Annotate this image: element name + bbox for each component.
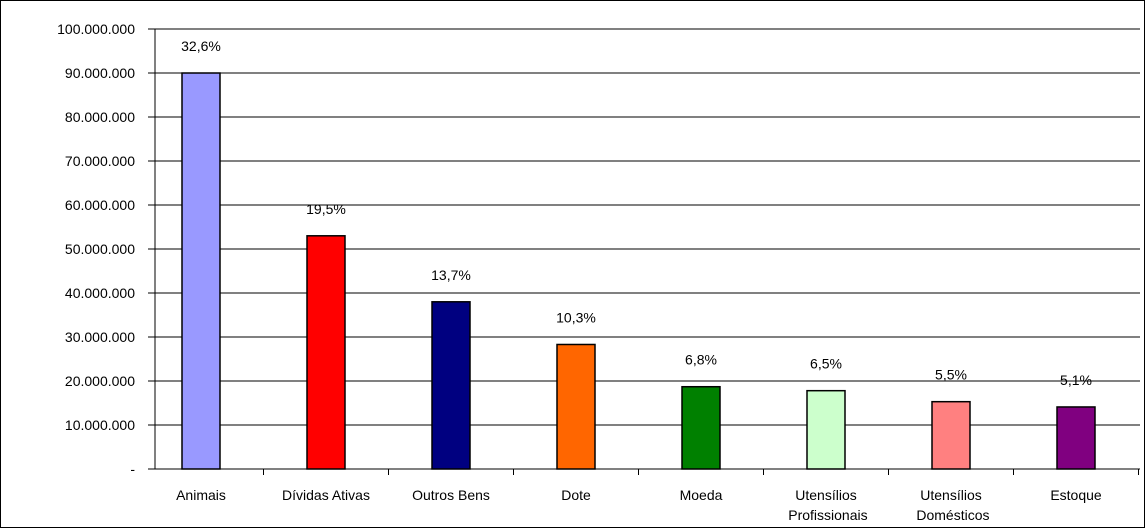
bar: [681, 385, 721, 470]
bar: [306, 235, 346, 470]
y-tick-label: 50.000.000: [65, 241, 135, 257]
y-tick-label: -: [130, 461, 135, 477]
x-tick-label: Dívidas Ativas: [282, 487, 370, 503]
bar: [1056, 406, 1096, 470]
data-label: 6,5%: [810, 356, 842, 372]
y-tick-label: 10.000.000: [65, 417, 135, 433]
y-tick-label: 60.000.000: [65, 197, 135, 213]
x-tick-label: Moeda: [680, 487, 723, 503]
y-tick-label: 100.000.000: [57, 21, 135, 37]
x-tick-label: Animais: [176, 487, 226, 503]
y-tick-label: 80.000.000: [65, 109, 135, 125]
y-tick-label: 20.000.000: [65, 373, 135, 389]
bar: [806, 389, 846, 470]
x-tick-label: Utensílios Domésticos: [912, 487, 989, 523]
data-label: 6,8%: [685, 352, 717, 368]
y-tick-label: 40.000.000: [65, 285, 135, 301]
data-label: 5,1%: [1060, 372, 1092, 388]
data-label: 13,7%: [431, 267, 471, 283]
bar: [931, 400, 971, 470]
x-tick-label: Dote: [561, 487, 591, 503]
y-tick-label: 90.000.000: [65, 65, 135, 81]
data-label: 10,3%: [556, 309, 596, 325]
bar: [431, 301, 471, 470]
y-tick-label: 30.000.000: [65, 329, 135, 345]
data-label: 5,5%: [935, 367, 967, 383]
y-tick-label: 70.000.000: [65, 153, 135, 169]
bar: [556, 343, 596, 470]
x-tick-label: Estoque: [1050, 487, 1102, 503]
x-tick-label: Utensílios Profissionais: [784, 487, 867, 523]
data-label: 19,5%: [306, 201, 346, 217]
data-label: 32,6%: [181, 38, 221, 54]
bar: [181, 72, 221, 470]
x-tick-label: Outros Bens: [412, 487, 490, 503]
